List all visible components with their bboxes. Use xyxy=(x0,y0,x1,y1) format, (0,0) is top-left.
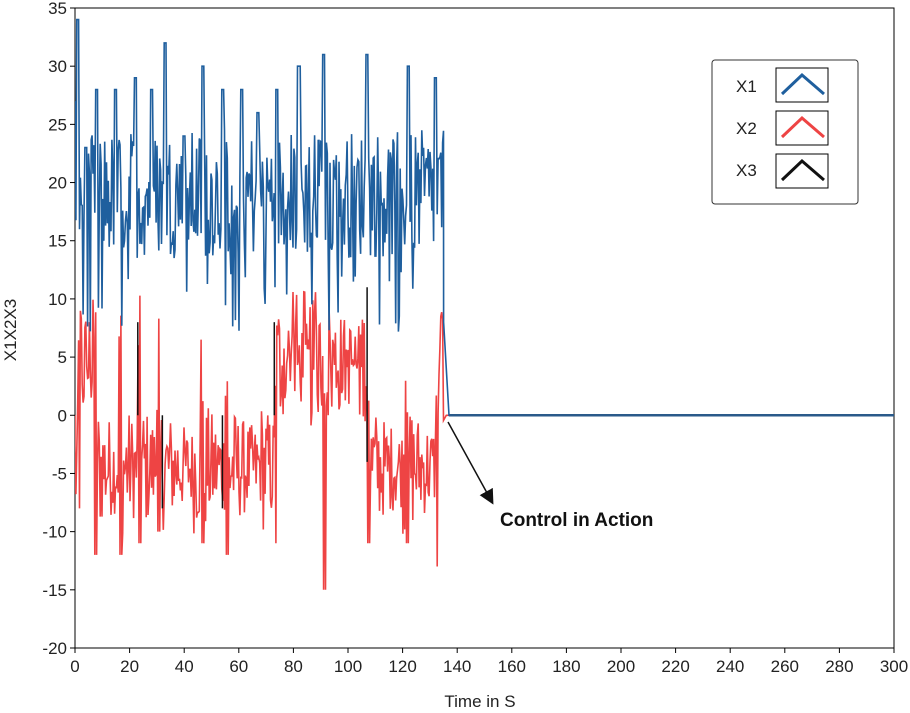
legend-label-x2: X2 xyxy=(736,119,757,138)
y-axis-title: X1X2X3 xyxy=(1,299,20,361)
x-tick-label: 200 xyxy=(607,657,635,676)
legend-label-x3: X3 xyxy=(736,161,757,180)
series-layer xyxy=(75,18,894,590)
legend-line-x2 xyxy=(780,115,825,139)
x-axis-title: Time in S xyxy=(444,692,515,711)
y-tick-label: 25 xyxy=(48,115,67,134)
y-tick-label: -10 xyxy=(42,523,67,542)
y-tick-label: -15 xyxy=(42,581,67,600)
x-tick-label: 120 xyxy=(388,657,416,676)
y-tick-label: -20 xyxy=(42,639,67,658)
x-tick-label: 100 xyxy=(334,657,362,676)
y-tick-label: -5 xyxy=(52,464,67,483)
x-tick-label: 60 xyxy=(229,657,248,676)
y-tick-label: 0 xyxy=(58,406,67,425)
legend-line-x3 xyxy=(780,158,825,182)
annotation-label: Control in Action xyxy=(500,510,653,531)
axis-ticks: 0 20 40 60 80 100 120 140 160 180 200 220 240 260 280 3… xyxy=(42,0,908,676)
series-line-x2 xyxy=(75,290,894,590)
x-tick-label: 220 xyxy=(661,657,689,676)
x-tick-label: 20 xyxy=(120,657,139,676)
x-tick-label: 80 xyxy=(284,657,303,676)
y-tick-label: 20 xyxy=(48,174,67,193)
x-tick-label: 40 xyxy=(175,657,194,676)
y-tick-label: 5 xyxy=(58,348,67,367)
y-tick-label: 10 xyxy=(48,290,67,309)
y-tick-label: 35 xyxy=(48,0,67,18)
x-tick-label: 300 xyxy=(880,657,908,676)
x-tick-label: 140 xyxy=(443,657,471,676)
x-tick-label: 180 xyxy=(552,657,580,676)
x-tick-label: 240 xyxy=(716,657,744,676)
legend: X1 X2 X3 xyxy=(711,59,859,205)
x-tick-label: 0 xyxy=(70,657,79,676)
legend-swatch-x2 xyxy=(775,110,829,146)
y-tick-label: 15 xyxy=(48,232,67,251)
x-tick-label: 260 xyxy=(771,657,799,676)
legend-label-x1: X1 xyxy=(736,77,757,96)
x-tick-label: 280 xyxy=(825,657,853,676)
y-tick-label: 30 xyxy=(48,57,67,76)
x-tick-label: 160 xyxy=(498,657,526,676)
legend-line-x1 xyxy=(780,72,825,96)
annotation-arrow xyxy=(447,421,494,505)
series-line-x1 xyxy=(75,18,894,417)
